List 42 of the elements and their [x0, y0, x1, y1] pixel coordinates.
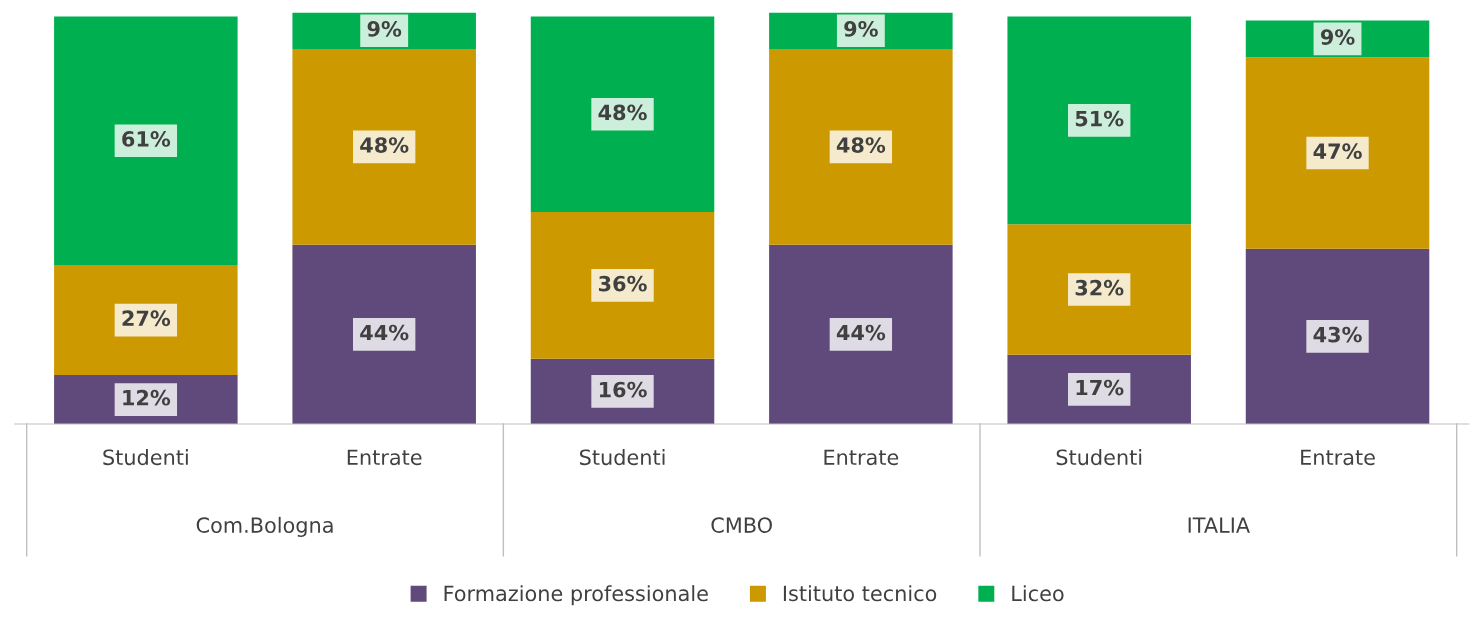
- data-label: 36%: [598, 275, 647, 292]
- data-label: 48%: [598, 104, 647, 121]
- bar: [1007, 224, 1191, 355]
- data-label: 61%: [122, 131, 171, 147]
- data-label: 43%: [1313, 326, 1362, 343]
- bar: [530, 16, 715, 213]
- bar: [769, 49, 953, 245]
- bar: [54, 265, 238, 376]
- data-label: 9%: [367, 21, 402, 37]
- bar: [54, 16, 238, 266]
- x-tick-label: Studenti: [103, 449, 188, 466]
- x-tick-label: Studenti: [580, 449, 665, 466]
- legend-label: Formazione professionale: [444, 585, 708, 606]
- legend-label: Istituto tecnico: [783, 585, 937, 602]
- bar: [1245, 57, 1430, 249]
- x-tick-label: Entrate: [347, 449, 422, 466]
- x-tick-label: Entrate: [1301, 449, 1375, 466]
- data-label: 16%: [599, 381, 647, 398]
- bar: [292, 244, 476, 425]
- data-label: 17%: [1076, 379, 1124, 396]
- bar: [1007, 16, 1191, 225]
- data-label: 12%: [123, 389, 171, 406]
- text: CMBO: [711, 517, 772, 533]
- data-label: 44%: [836, 324, 886, 341]
- text: ITALIA: [1188, 517, 1250, 533]
- text: Com.Bologna: [196, 516, 333, 538]
- data-label: 48%: [836, 137, 886, 153]
- x-tick-label: Entrate: [824, 449, 899, 466]
- data-label: 51%: [1075, 110, 1124, 127]
- data-label: 47%: [1313, 143, 1362, 160]
- data-label: 48%: [360, 137, 409, 153]
- x-tick-label: Studenti: [1056, 449, 1142, 466]
- data-label: 27%: [122, 310, 171, 327]
- data-label: 44%: [360, 324, 409, 341]
- data-label: 9%: [844, 21, 878, 37]
- legend-label: Liceo: [1012, 585, 1064, 602]
- bar: [769, 244, 953, 425]
- bar: [530, 212, 715, 359]
- data-label: 9%: [1320, 29, 1355, 45]
- bar: [1245, 248, 1430, 425]
- data-label: 32%: [1075, 279, 1124, 296]
- bar: [292, 49, 476, 245]
